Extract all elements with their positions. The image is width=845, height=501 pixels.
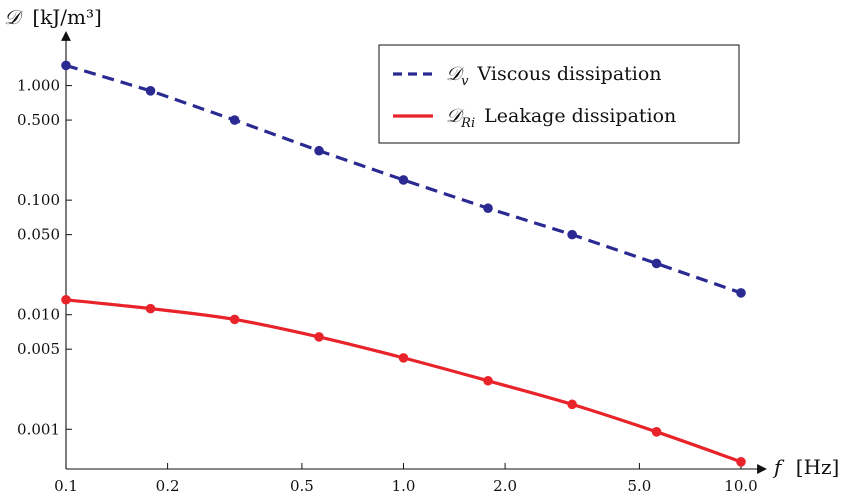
y-axis-symbol: 𝒟 [4,5,24,29]
legend: 𝒟v Viscous dissipation 𝒟Ri Leakage dissipa… [378,44,740,144]
data-point-leakage [736,457,746,467]
y-ticks: 0.001 0.005 0.010 0.050 0.100 0.500 1.000 [17,77,72,438]
data-point-viscous [736,288,746,298]
y-tick-label: 0.500 [17,111,60,129]
series-line-viscous [65,63,742,295]
data-point-viscous [567,229,577,240]
legend-subscript-leakage: Ri [460,116,475,131]
legend-label-viscous: 𝒟v Viscous dissipation [446,63,662,89]
data-point-viscous [651,258,662,269]
data-point-viscous [145,86,156,96]
y-tick-label: 0.010 [17,306,60,324]
legend-box [378,44,740,144]
y-axis-unit: [kJ/m³] [32,5,101,29]
axes [61,31,767,474]
y-axis-label: 𝒟 [kJ/m³] [4,5,102,29]
series-line-leakage [65,298,742,464]
data-point-leakage [145,303,156,314]
data-point-viscous [229,115,240,125]
data-point-leakage [651,427,662,437]
y-tick-label: 0.001 [17,420,60,438]
data-point-viscous [61,60,71,71]
series-layer [61,60,746,467]
series-leakage [61,294,746,467]
data-point-leakage [483,375,493,386]
x-axis-symbol: f [772,455,785,479]
series-viscous [61,60,746,298]
x-tick-label: 0.5 [290,477,314,495]
legend-subscript-viscous: v [461,74,469,89]
x-tick-label: 2.0 [493,477,517,495]
x-axis-label: f [Hz] [772,455,839,479]
y-tick-label: 0.100 [17,191,60,209]
data-point-leakage [567,399,577,410]
data-point-leakage [314,332,324,342]
legend-label-leakage: 𝒟Ri Leakage dissipation [446,105,676,131]
legend-name-leakage: Leakage dissipation [484,105,676,127]
y-tick-label: 0.005 [17,340,60,358]
x-tick-label: 0.1 [54,477,78,495]
x-tick-label: 5.0 [627,477,651,495]
legend-name-viscous: Viscous dissipation [477,63,662,85]
x-axis-unit: [Hz] [796,455,840,479]
x-tick-label: 0.2 [156,477,180,495]
legend-symbol-leakage: 𝒟 [446,105,465,127]
legend-symbol-viscous: 𝒟 [446,63,465,85]
data-point-leakage [229,314,240,325]
data-point-viscous [398,175,409,185]
data-point-leakage [61,294,71,305]
data-point-leakage [398,353,409,363]
x-ticks: 0.1 0.2 0.5 1.0 2.0 5.0 10.0 [54,463,758,495]
data-point-viscous [314,145,324,156]
y-tick-label: 1.000 [17,77,60,95]
y-tick-label: 0.050 [17,226,60,244]
x-tick-label: 10.0 [724,477,757,495]
data-point-viscous [483,203,493,214]
x-tick-label: 1.0 [392,477,416,495]
